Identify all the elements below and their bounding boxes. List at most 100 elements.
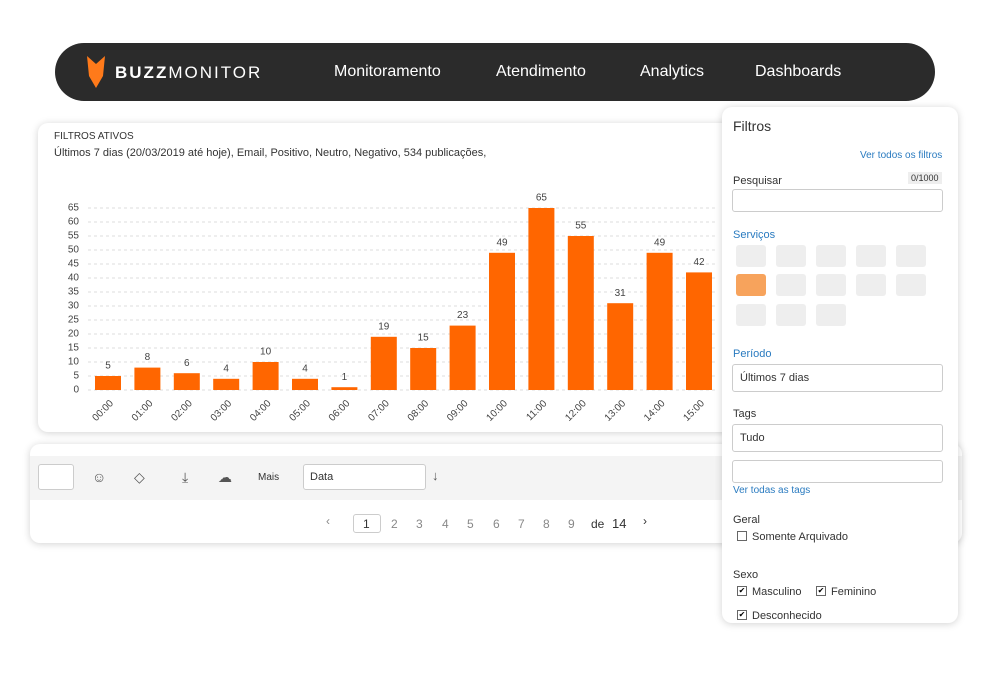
page-link[interactable]: 2 bbox=[391, 517, 398, 531]
bar bbox=[646, 252, 673, 390]
period-select[interactable]: Últimos 7 dias bbox=[732, 364, 943, 392]
x-tick-label: 06:00 bbox=[327, 398, 353, 424]
tags-select[interactable]: Tudo bbox=[732, 424, 943, 452]
search-count: 0/1000 bbox=[908, 172, 942, 184]
bar bbox=[567, 236, 594, 390]
bar bbox=[449, 325, 476, 390]
sort-direction[interactable]: ↓ bbox=[432, 468, 439, 483]
checkbox-label: Feminino bbox=[831, 586, 877, 598]
bar bbox=[292, 378, 318, 390]
nav-item[interactable]: Monitoramento bbox=[334, 63, 441, 80]
y-tick-label: 45 bbox=[68, 259, 80, 270]
cloud-icon[interactable]: ☁ bbox=[218, 469, 232, 485]
y-tick-label: 60 bbox=[68, 217, 80, 228]
service-icon[interactable] bbox=[896, 245, 926, 267]
data-label: 55 bbox=[575, 221, 587, 232]
more-button[interactable]: Mais bbox=[258, 472, 280, 483]
data-label: 6 bbox=[184, 358, 190, 369]
service-icon-active[interactable] bbox=[736, 274, 766, 296]
x-tick-label: 10:00 bbox=[485, 398, 511, 424]
next-page[interactable]: › bbox=[643, 514, 647, 528]
page-link[interactable]: 8 bbox=[543, 517, 550, 531]
period-label: Período bbox=[733, 348, 772, 360]
see-all-filters[interactable]: Ver todos os filtros bbox=[860, 150, 943, 161]
service-icon[interactable] bbox=[736, 304, 766, 326]
checkbox[interactable]: ✔ bbox=[737, 610, 747, 620]
chart: 0 5 10 15 20 25 30 35 40 45 50 55 60 65 00:00 5 01:00 8 02… bbox=[68, 193, 718, 424]
checkbox-label: Somente Arquivado bbox=[752, 531, 849, 543]
service-icon[interactable] bbox=[816, 245, 846, 267]
tag-icon[interactable]: ◇ bbox=[134, 469, 145, 485]
bar bbox=[95, 376, 121, 390]
y-tick-label: 10 bbox=[68, 357, 80, 368]
page-link[interactable]: 7 bbox=[518, 517, 525, 531]
service-icon[interactable] bbox=[896, 274, 926, 296]
checkbox[interactable]: ✔ bbox=[737, 586, 747, 596]
data-label: 49 bbox=[654, 237, 666, 248]
nav-item[interactable]: Atendimento bbox=[496, 63, 586, 80]
page-link[interactable]: 1 bbox=[363, 517, 370, 531]
data-label: 23 bbox=[457, 310, 469, 321]
service-icon[interactable] bbox=[776, 274, 806, 296]
y-tick-label: 65 bbox=[68, 203, 80, 214]
y-tick-label: 5 bbox=[73, 371, 79, 382]
x-tick-label: 05:00 bbox=[288, 398, 314, 424]
x-tick-label: 08:00 bbox=[406, 398, 432, 424]
select-all[interactable] bbox=[38, 464, 74, 490]
bar bbox=[489, 252, 515, 390]
service-icon[interactable] bbox=[856, 245, 886, 267]
filters-panel: Filtros Ver todos os filtros Pesquisar 0… bbox=[722, 107, 958, 623]
page-link[interactable]: 5 bbox=[467, 517, 474, 531]
x-tick-label: 15:00 bbox=[682, 398, 708, 424]
checkbox[interactable]: ✔ bbox=[816, 586, 826, 596]
nav-item[interactable]: Analytics bbox=[640, 63, 705, 80]
data-label: 49 bbox=[496, 237, 508, 248]
sentiment-icon[interactable]: ☺ bbox=[92, 469, 107, 485]
brand: BUZZMONITOR bbox=[115, 63, 262, 83]
y-tick-label: 30 bbox=[68, 301, 80, 312]
bar bbox=[173, 373, 200, 390]
prev-page[interactable]: ‹ bbox=[326, 514, 330, 528]
sort-select[interactable]: Data bbox=[303, 464, 426, 490]
nav-item[interactable]: Dashboards bbox=[755, 63, 842, 80]
checkbox[interactable] bbox=[737, 531, 747, 541]
page-link[interactable]: 4 bbox=[442, 517, 449, 531]
x-tick-label: 07:00 bbox=[366, 398, 392, 424]
page-of: de bbox=[591, 517, 605, 531]
page-link[interactable]: 9 bbox=[568, 517, 575, 531]
service-icon[interactable] bbox=[856, 274, 886, 296]
x-tick-label: 14:00 bbox=[642, 398, 668, 424]
data-label: 8 bbox=[145, 352, 151, 363]
bar bbox=[134, 367, 161, 390]
data-label: 5 bbox=[105, 361, 111, 372]
data-label: 19 bbox=[378, 321, 390, 332]
service-icon[interactable] bbox=[816, 274, 846, 296]
service-icon[interactable] bbox=[776, 304, 806, 326]
bar bbox=[528, 208, 555, 390]
sex-label: Sexo bbox=[733, 569, 759, 581]
data-label: 42 bbox=[693, 257, 705, 268]
search-label: Pesquisar bbox=[733, 175, 782, 187]
bar bbox=[607, 303, 634, 390]
brand-bold: BUZZ bbox=[115, 63, 169, 82]
download-icon[interactable]: ⤓ bbox=[182, 469, 189, 485]
x-tick-label: 09:00 bbox=[445, 398, 471, 424]
navbar: BUZZMONITOR Monitoramento Atendimento An… bbox=[55, 43, 935, 101]
service-icon[interactable] bbox=[776, 245, 806, 267]
tags-label: Tags bbox=[733, 408, 757, 420]
y-tick-label: 15 bbox=[68, 343, 80, 354]
services-label: Serviços bbox=[733, 229, 776, 241]
x-tick-label: 03:00 bbox=[209, 398, 235, 424]
logo-icon bbox=[87, 56, 105, 88]
page-link[interactable]: 3 bbox=[416, 517, 423, 531]
service-icon[interactable] bbox=[816, 304, 846, 326]
page-link[interactable]: 6 bbox=[493, 517, 500, 531]
search-input[interactable] bbox=[732, 189, 943, 212]
panel-title: FILTROS ATIVOS bbox=[54, 131, 134, 142]
see-all-tags[interactable]: Ver todas as tags bbox=[733, 485, 811, 496]
tags-input[interactable] bbox=[732, 460, 943, 483]
service-icon[interactable] bbox=[736, 245, 766, 267]
bar bbox=[370, 336, 397, 390]
data-label: 1 bbox=[342, 372, 348, 383]
